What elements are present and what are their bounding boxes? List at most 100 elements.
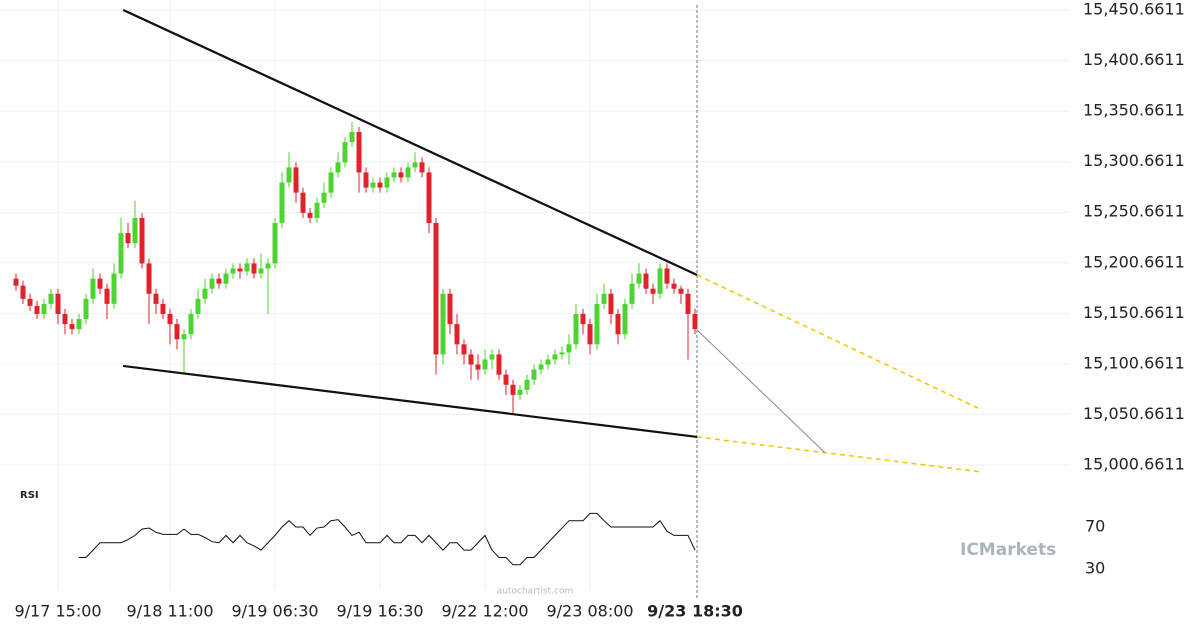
candle-body	[48, 293, 54, 304]
candle-body	[251, 263, 257, 274]
candle-body	[538, 364, 544, 370]
pattern-line	[697, 436, 983, 473]
candle-body	[76, 319, 82, 330]
candle-body	[552, 354, 558, 360]
candle-body	[461, 344, 467, 355]
candle-body	[279, 182, 285, 223]
candle-body	[503, 374, 509, 385]
candle-body	[678, 288, 684, 294]
candle-body	[237, 268, 243, 272]
candle-body	[601, 293, 607, 304]
candle-body	[559, 352, 565, 355]
candle-body	[20, 285, 26, 299]
candle-body	[692, 313, 698, 330]
candle-body	[27, 298, 33, 306]
candle-body	[517, 389, 523, 395]
candle-body	[62, 313, 68, 325]
candle-body	[342, 142, 348, 163]
candle-body	[153, 293, 159, 304]
candle-body	[181, 334, 187, 340]
pattern-line	[122, 364, 698, 439]
pattern-line	[122, 8, 698, 276]
candle-body	[580, 313, 586, 325]
x-tick-label: 9/18 11:00	[126, 602, 213, 621]
candle-body	[258, 268, 264, 274]
candle-body	[174, 324, 180, 340]
y-tick-label: 15,150.6611	[1083, 303, 1185, 322]
candle-body	[573, 313, 579, 345]
candle-body	[83, 298, 89, 320]
y-tick-label: 15,400.6611	[1083, 50, 1185, 69]
candle-body	[97, 278, 103, 289]
candle-body	[587, 324, 593, 345]
candle-body	[13, 278, 19, 286]
candle-body	[636, 273, 642, 284]
candle-body	[398, 172, 404, 178]
candle-body	[90, 278, 96, 299]
y-tick-label: 15,100.6611	[1083, 353, 1185, 372]
x-tick-label: 9/19 16:30	[336, 602, 423, 621]
rsi-title: RSI	[20, 490, 39, 501]
candle-body	[41, 303, 47, 314]
candle-body	[69, 324, 75, 330]
rsi-line	[79, 512, 696, 566]
candle-body	[286, 167, 292, 183]
candle-body	[468, 354, 474, 365]
candle-body	[426, 172, 432, 223]
candle-body	[482, 359, 488, 370]
candle-body	[104, 288, 110, 304]
x-tick-label: 9/23 08:00	[546, 602, 633, 621]
pattern-line	[696, 329, 826, 454]
candle-body	[566, 344, 572, 353]
y-tick-label: 15,050.6611	[1083, 404, 1185, 423]
candle-body	[489, 354, 495, 360]
candle-body	[391, 172, 397, 178]
candle-body	[440, 293, 446, 355]
candle-body	[293, 167, 299, 193]
candle-body	[321, 192, 327, 203]
candle-body	[272, 222, 278, 264]
candle-body	[265, 263, 271, 269]
x-tick-label: 9/17 15:00	[14, 602, 101, 621]
x-tick-label: 9/19 06:30	[231, 602, 318, 621]
candle-body	[531, 369, 537, 380]
candle-body	[454, 324, 460, 345]
candle-body	[111, 273, 117, 304]
candle-body	[335, 162, 341, 173]
candle-body	[307, 212, 313, 218]
rsi-tick-label: 30	[1085, 559, 1105, 578]
candle-body	[433, 222, 439, 355]
candle-body	[650, 288, 656, 294]
candle-body	[545, 359, 551, 365]
candle-body	[664, 268, 670, 284]
candle-body	[384, 177, 390, 188]
candle-body	[412, 162, 418, 168]
y-tick-label: 15,000.6611	[1083, 454, 1185, 473]
candle-body	[510, 384, 516, 395]
candle-body	[475, 364, 481, 370]
candle-body	[55, 293, 61, 314]
candle-body	[300, 192, 306, 213]
candle-body	[209, 278, 215, 289]
candle-body	[195, 298, 201, 314]
candle-body	[328, 172, 334, 193]
candle-body	[685, 293, 691, 314]
candle-body	[524, 379, 530, 390]
candle-body	[132, 217, 138, 244]
y-tick-label: 15,250.6611	[1083, 202, 1185, 221]
candle-body	[244, 263, 250, 272]
candle-body	[671, 283, 677, 289]
y-tick-label: 15,200.6611	[1083, 252, 1185, 271]
candle-body	[223, 273, 229, 284]
x-tick-label: 9/22 12:00	[441, 602, 528, 621]
candle-body	[622, 303, 628, 335]
candle-body	[594, 303, 600, 345]
y-tick-label: 15,350.6611	[1083, 101, 1185, 120]
candle-body	[125, 233, 131, 244]
candle-body	[629, 283, 635, 304]
candle-body	[608, 293, 614, 314]
candle-body	[615, 313, 621, 335]
candle-body	[188, 313, 194, 335]
candle-body	[405, 167, 411, 178]
